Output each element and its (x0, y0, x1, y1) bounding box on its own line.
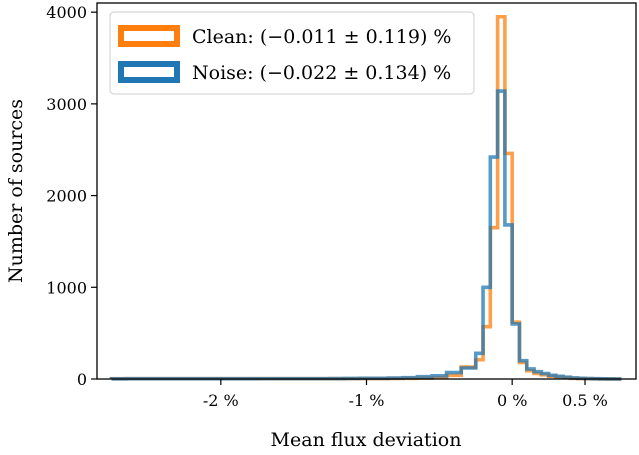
y-tick-label: 1000 (46, 278, 87, 297)
x-tick-label: -2 % (203, 391, 239, 410)
legend-label-noise: Noise: (−0.022 ± 0.134) % (192, 62, 451, 84)
y-tick-label: 0 (77, 370, 87, 389)
legend-label-clean: Clean: (−0.011 ± 0.119) % (192, 26, 452, 48)
axis-ticks-layer: -2 % -1 % 0 % 0.5 % 0 1000 2000 3000 4000 (46, 3, 608, 410)
y-axis-label: Number of sources (5, 99, 27, 283)
legend-swatch-clean (118, 25, 180, 47)
histogram-series-noise (109, 89, 622, 381)
y-tick-label: 3000 (46, 95, 87, 114)
legend-swatch-noise (118, 61, 180, 83)
y-tick-label: 4000 (46, 3, 87, 22)
legend-box (109, 11, 475, 95)
x-tick-label: 0 % (497, 391, 527, 410)
x-tick-label: 0.5 % (562, 391, 608, 410)
x-axis-label: Mean flux deviation (271, 429, 462, 451)
x-tick-label: -1 % (349, 391, 385, 410)
y-tick-label: 2000 (46, 187, 87, 206)
legend: Clean: (−0.011 ± 0.119) % Noise: (−0.022 … (109, 11, 475, 95)
